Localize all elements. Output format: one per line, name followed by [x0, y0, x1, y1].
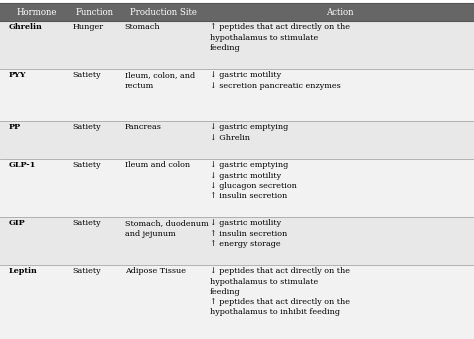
Bar — [0, 265, 474, 339]
Text: Satiety: Satiety — [73, 123, 101, 132]
Bar — [0, 121, 474, 159]
Text: Leptin: Leptin — [9, 267, 37, 275]
Text: GIP: GIP — [9, 219, 25, 227]
Bar — [0, 3, 474, 21]
Text: ↓ peptides that act directly on the
hypothalamus to stimulate
feeding
↑ peptides: ↓ peptides that act directly on the hypo… — [210, 267, 350, 316]
Bar — [0, 21, 474, 69]
Text: Satiety: Satiety — [73, 72, 101, 79]
Text: ↓ gastric motility
↓ secretion pancreatic enzymes: ↓ gastric motility ↓ secretion pancreati… — [210, 72, 341, 89]
Text: Production Site: Production Site — [130, 8, 197, 17]
Text: Pancreas: Pancreas — [125, 123, 162, 132]
Text: Ghrelin: Ghrelin — [9, 23, 42, 32]
Bar — [0, 217, 474, 265]
Text: Satiety: Satiety — [73, 267, 101, 275]
Text: PYY: PYY — [9, 72, 26, 79]
Text: Ileum and colon: Ileum and colon — [125, 161, 190, 170]
Text: Action: Action — [326, 8, 354, 17]
Text: ↑ peptides that act directly on the
hypothalamus to stimulate
feeding: ↑ peptides that act directly on the hypo… — [210, 23, 350, 52]
Bar — [0, 69, 474, 121]
Text: ↓ gastric emptying
↓ gastric motility
↓ glucagon secretion
↑ insulin secretion: ↓ gastric emptying ↓ gastric motility ↓ … — [210, 161, 297, 200]
Bar — [0, 159, 474, 217]
Text: Hormone: Hormone — [17, 8, 57, 17]
Text: Stomach: Stomach — [125, 23, 160, 32]
Text: GLP-1: GLP-1 — [9, 161, 36, 170]
Text: Satiety: Satiety — [73, 161, 101, 170]
Text: ↓ gastric motility
↑ insulin secretion
↑ energy storage: ↓ gastric motility ↑ insulin secretion ↑… — [210, 219, 287, 247]
Text: Hunger: Hunger — [73, 23, 104, 32]
Text: Function: Function — [76, 8, 114, 17]
Text: Stomach, duodenum
and jejunum: Stomach, duodenum and jejunum — [125, 219, 209, 238]
Text: Adipose Tissue: Adipose Tissue — [125, 267, 186, 275]
Text: PP: PP — [9, 123, 21, 132]
Text: ↓ gastric emptying
↓ Ghrelin: ↓ gastric emptying ↓ Ghrelin — [210, 123, 288, 141]
Text: Ileum, colon, and
rectum: Ileum, colon, and rectum — [125, 72, 195, 89]
Text: Satiety: Satiety — [73, 219, 101, 227]
